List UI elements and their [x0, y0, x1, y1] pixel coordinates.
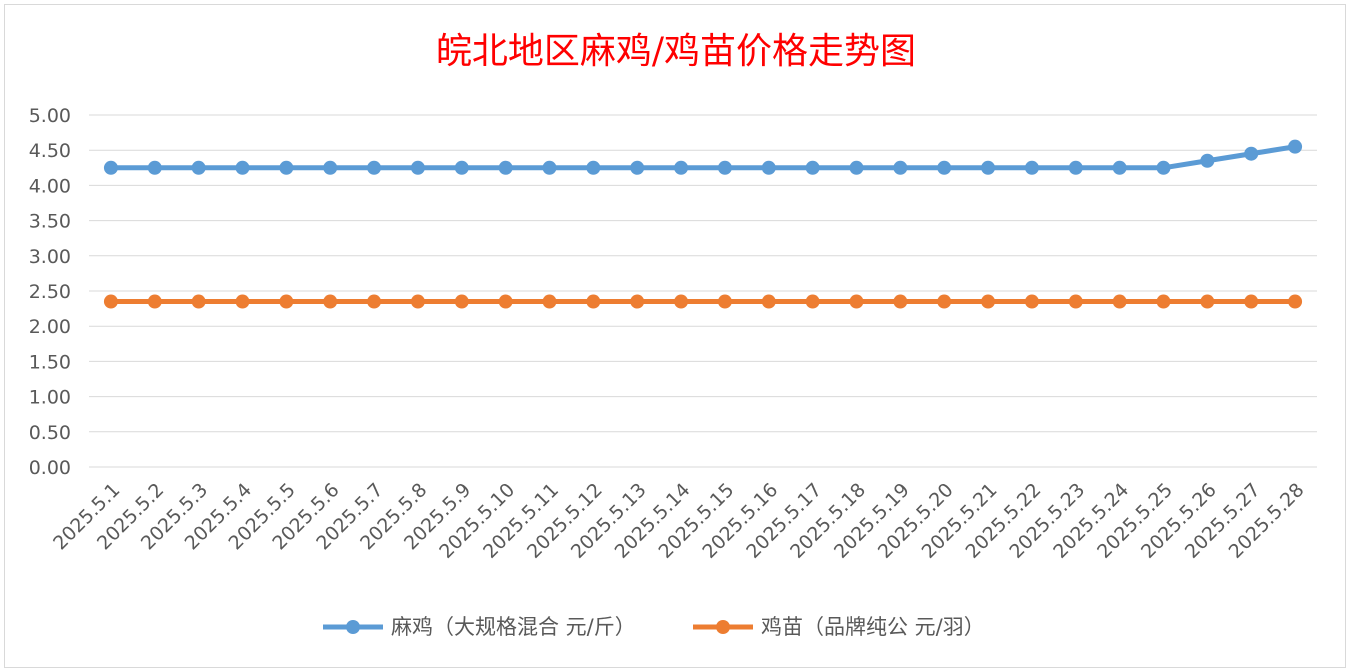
data-point	[1200, 153, 1215, 168]
data-point	[1288, 139, 1303, 154]
y-tick-label: 0.00	[29, 457, 71, 479]
data-point	[805, 294, 820, 309]
data-point	[981, 160, 996, 175]
data-point	[1024, 160, 1039, 175]
data-point	[1244, 146, 1259, 161]
data-point	[630, 294, 645, 309]
data-point	[103, 294, 118, 309]
data-point	[1288, 294, 1303, 309]
legend[interactable]: 麻鸡（大规格混合 元/斤） 鸡苗（品牌纯公 元/羽）	[323, 615, 985, 639]
data-point	[410, 160, 425, 175]
data-point	[103, 160, 118, 175]
x-axis-ticks: 2025.5.12025.5.22025.5.32025.5.42025.5.5…	[49, 479, 1309, 563]
line-chart: 皖北地区麻鸡/鸡苗价格走势图 0.00 0.50 1.00 1.50 2.00 2.50 3…	[29, 31, 1317, 639]
data-point	[630, 160, 645, 175]
data-point	[191, 160, 206, 175]
legend-label: 鸡苗（品牌纯公 元/羽）	[761, 615, 985, 639]
y-tick-label: 0.50	[29, 422, 71, 444]
data-point	[586, 160, 601, 175]
data-point	[717, 294, 732, 309]
series-1	[103, 139, 1303, 175]
data-point	[893, 294, 908, 309]
series-line	[108, 144, 1298, 171]
legend-item[interactable]: 鸡苗（品牌纯公 元/羽）	[693, 615, 985, 639]
data-point	[1024, 294, 1039, 309]
data-point	[805, 160, 820, 175]
data-point	[1068, 294, 1083, 309]
data-point	[367, 294, 382, 309]
data-point	[761, 160, 776, 175]
data-point	[981, 294, 996, 309]
y-tick-label: 2.50	[29, 281, 71, 303]
data-point	[147, 160, 162, 175]
data-point	[191, 294, 206, 309]
y-tick-label: 1.50	[29, 351, 71, 373]
data-point	[674, 294, 689, 309]
data-point	[849, 160, 864, 175]
legend-label: 麻鸡（大规格混合 元/斤）	[391, 615, 636, 639]
data-point	[1156, 160, 1171, 175]
grid-lines	[89, 114, 1317, 468]
y-tick-label: 1.00	[29, 387, 71, 409]
data-point	[849, 294, 864, 309]
data-point	[717, 160, 732, 175]
data-point	[1068, 160, 1083, 175]
data-point	[1112, 294, 1127, 309]
data-point	[235, 294, 250, 309]
data-point	[542, 294, 557, 309]
legend-swatch-marker	[346, 620, 360, 634]
data-point	[1200, 294, 1215, 309]
data-point	[147, 294, 162, 309]
y-tick-label: 3.50	[29, 211, 71, 233]
data-point	[761, 294, 776, 309]
data-point	[586, 294, 601, 309]
chart-title: 皖北地区麻鸡/鸡苗价格走势图	[436, 31, 916, 72]
data-point	[498, 160, 513, 175]
data-point	[937, 160, 952, 175]
data-point	[498, 294, 513, 309]
data-point	[279, 160, 294, 175]
legend-item[interactable]: 麻鸡（大规格混合 元/斤）	[323, 615, 636, 639]
data-point	[937, 294, 952, 309]
data-point	[542, 160, 557, 175]
data-point	[454, 294, 469, 309]
data-point	[1244, 294, 1259, 309]
data-point	[410, 294, 425, 309]
data-point	[367, 160, 382, 175]
series-2	[103, 294, 1303, 309]
data-point	[674, 160, 689, 175]
y-axis-ticks: 0.00 0.50 1.00 1.50 2.00 2.50 3.00 3.50 4.00 4.50…	[29, 105, 71, 479]
data-point	[323, 294, 338, 309]
legend-swatch-marker	[716, 620, 730, 634]
y-tick-label: 4.50	[29, 140, 71, 162]
y-tick-label: 3.00	[29, 246, 71, 268]
chart-frame: 皖北地区麻鸡/鸡苗价格走势图 0.00 0.50 1.00 1.50 2.00 2.50 3…	[4, 4, 1346, 668]
data-point	[235, 160, 250, 175]
data-point	[1156, 294, 1171, 309]
y-tick-label: 5.00	[29, 105, 71, 127]
data-point	[1112, 160, 1127, 175]
data-point	[323, 160, 338, 175]
y-tick-label: 4.00	[29, 175, 71, 197]
y-tick-label: 2.00	[29, 316, 71, 338]
data-point	[893, 160, 908, 175]
data-point	[454, 160, 469, 175]
data-point	[279, 294, 294, 309]
series-layer	[103, 139, 1303, 309]
